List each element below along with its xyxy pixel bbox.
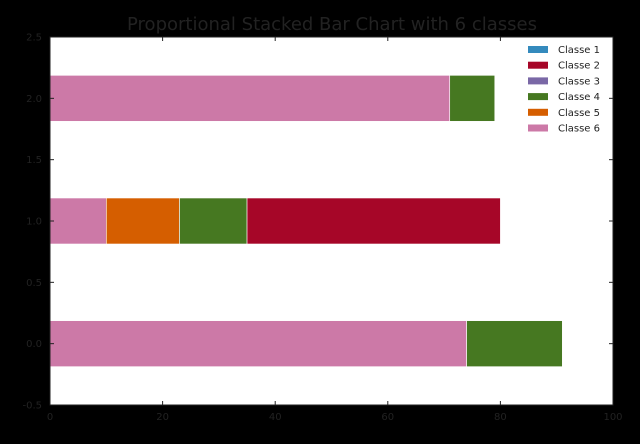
x-tick-label: 0 — [47, 412, 53, 423]
y-tick-label: 0.0 — [26, 339, 42, 350]
legend-swatch-classe-6 — [528, 124, 548, 132]
y-tick-label: 1.5 — [26, 155, 42, 166]
y-tick-label: 0.5 — [26, 278, 42, 289]
x-tick-label: 100 — [603, 412, 622, 423]
legend-label-classe-6: Classe 6 — [558, 124, 600, 135]
bar-segment-classe-6-row-1 — [49, 197, 107, 245]
legend-swatch-classe-2 — [528, 61, 548, 69]
legend: Classe 1 Classe 2 Classe 3 Classe 4 Classe 5… — [528, 45, 600, 135]
legend-swatch-classe-5 — [528, 108, 548, 116]
legend-label-classe-5: Classe 5 — [558, 108, 600, 119]
y-tick-label: 2.0 — [26, 94, 42, 105]
bars-layer — [49, 75, 563, 367]
bar-segment-classe-5-row-1 — [106, 197, 180, 245]
bar-segment-classe-6-row-0 — [49, 320, 467, 367]
x-tick-label: 60 — [381, 412, 394, 423]
bar-segment-classe-4-row-0 — [466, 320, 563, 367]
y-tick-label: 2.5 — [26, 33, 42, 44]
bar-segment-classe-4-row-2 — [449, 75, 496, 122]
legend-swatch-classe-1 — [528, 46, 548, 53]
y-tick-label: 1.0 — [26, 217, 42, 228]
x-tick-label: 40 — [269, 412, 282, 423]
y-tick-label: -0.5 — [22, 401, 42, 412]
y-axis: -0.5 0.0 0.5 1.0 1.5 2.0 2.5 — [22, 33, 613, 412]
legend-swatch-classe-4 — [528, 93, 548, 101]
bar-segment-classe-4-row-1 — [179, 197, 248, 245]
x-axis: 0 20 40 60 80 100 — [47, 37, 623, 423]
x-tick-label: 20 — [156, 412, 169, 423]
legend-swatch-classe-3 — [528, 77, 548, 85]
legend-label-classe-2: Classe 2 — [558, 61, 600, 72]
legend-label-classe-1: Classe 1 — [558, 45, 600, 56]
bar-segment-classe-2-row-1 — [246, 197, 501, 245]
bar-segment-classe-6-row-2 — [49, 75, 451, 122]
legend-label-classe-4: Classe 4 — [558, 92, 600, 103]
chart-title: Proportional Stacked Bar Chart with 6 cl… — [127, 14, 537, 35]
plot-frame — [49, 36, 614, 406]
legend-label-classe-3: Classe 3 — [558, 76, 600, 87]
x-tick-label: 80 — [494, 412, 507, 423]
